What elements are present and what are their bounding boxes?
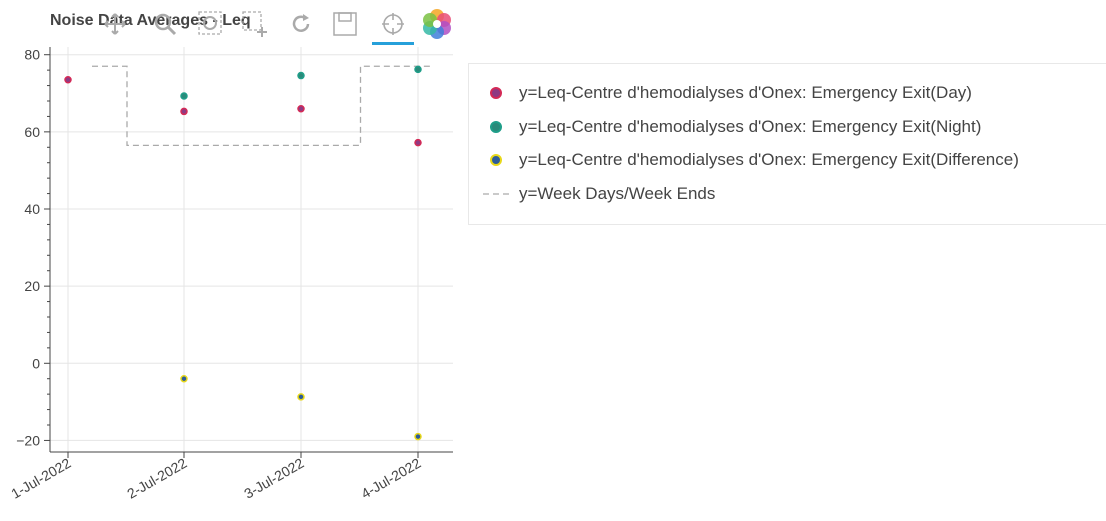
legend-item-night[interactable]: y=Leq-Centre d'hemodialyses d'Onex: Emer… [483,112,981,142]
y-tick-label: 0 [32,355,40,371]
legend-item-week-days-week-ends[interactable]: y=Week Days/Week Ends [483,179,715,209]
reset-tool-button[interactable] [286,6,316,42]
y-tick-label: 60 [24,124,40,140]
week-days-week-ends-step-line [92,65,430,147]
legend-item-difference[interactable]: y=Leq-Centre d'hemodialyses d'Onex: Emer… [483,145,1019,175]
x-tick-label: 1-Jul-2022 [8,455,73,502]
scatter-points [64,65,422,441]
wheel-zoom-tool-button[interactable] [150,6,180,42]
legend-item-day[interactable]: y=Leq-Centre d'hemodialyses d'Onex: Emer… [483,78,972,108]
box-select-icon [242,11,267,37]
scatter-point [414,138,422,147]
scatter-point [64,76,72,84]
x-tick-label: 2-Jul-2022 [124,455,189,502]
pan-icon [104,13,126,35]
chart-legend: y=Leq-Centre d'hemodialyses d'Onex: Emer… [468,63,1106,225]
scatter-point [180,92,188,100]
x-tick-label: 3-Jul-2022 [241,455,306,502]
save-icon [333,12,357,36]
legend-marker-night [483,117,509,137]
y-tick-label: 20 [24,278,40,294]
bokeh-logo-link[interactable] [422,6,452,42]
legend-label-difference: y=Leq-Centre d'hemodialyses d'Onex: Emer… [519,150,1019,169]
legend-label-night: y=Leq-Centre d'hemodialyses d'Onex: Emer… [519,117,982,136]
y-tick-label: 80 [24,47,40,63]
legend-marker-difference [483,150,509,170]
pan-tool-button[interactable] [100,6,130,42]
legend-marker-day [483,83,509,103]
scatter-point [297,104,305,113]
reset-icon [292,14,310,32]
axes: 80 60 40 20 0 −20 1-Jul-2022 2-Jul-2022 3-Jul-20… [8,47,453,502]
scatter-point [414,432,422,441]
wheel-zoom-icon [154,13,177,36]
legend-label-day: y=Leq-Centre d'hemodialyses d'Onex: Emer… [519,83,972,102]
y-tick-label: 40 [24,201,40,217]
bokeh-logo-icon [423,9,451,39]
scatter-point [414,65,422,74]
save-tool-button[interactable] [330,6,360,42]
x-tick-label: 4-Jul-2022 [358,455,423,502]
hover-icon [382,13,404,35]
scatter-point [180,374,188,383]
scatter-point [180,107,188,116]
scatter-point [297,393,305,401]
week-days-week-ends-line [92,65,430,147]
chart-title: Noise Data Averages - Leq [50,12,251,29]
legend-label-week-days-week-ends: y=Week Days/Week Ends [519,184,716,203]
box-zoom-tool-button[interactable] [196,6,226,42]
y-tick-label: −20 [16,432,40,448]
scatter-point [297,71,305,80]
legend-marker-week-days-week-ends [483,184,509,204]
grid-lines [50,47,453,452]
box-zoom-icon [198,11,222,35]
box-select-tool-button[interactable] [240,6,270,42]
hover-tool-button[interactable] [372,6,414,45]
